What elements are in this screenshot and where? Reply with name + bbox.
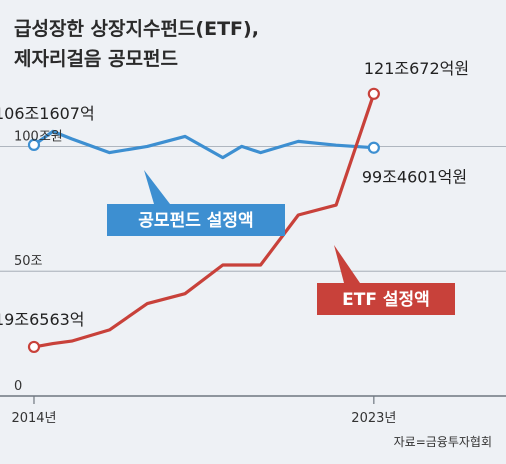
y-tick-label: 50조 — [14, 254, 43, 269]
source-note: 자료=금융투자협회 — [393, 435, 492, 449]
series-tag-fund-box — [107, 204, 285, 236]
series-end-point — [367, 87, 380, 100]
data-label-etf-start: 19조6563억 — [0, 310, 85, 329]
x-tick-label: 2014년 — [11, 411, 56, 426]
series-tag-fund-text: 공모펀드 설정액 — [138, 211, 253, 231]
data-label-etf-end: 121조672억원 — [364, 59, 469, 78]
series-start-point — [27, 340, 41, 354]
title-line-2: 제자리걸음 공모펀드 — [14, 48, 178, 70]
data-label-fund-end: 99조4601억원 — [362, 168, 467, 187]
title-line-1: 급성장한 상장지수펀드(ETF), — [14, 18, 259, 40]
data-label-fund-start: 106조1607억 — [0, 104, 95, 123]
series-line-1 — [32, 92, 376, 349]
series-tag-fund-pointer — [144, 170, 170, 204]
x-tick-label: 2023년 — [351, 411, 396, 426]
series-end-point — [367, 141, 380, 154]
series-start-point — [27, 138, 41, 152]
chart-title: 급성장한 상장지수펀드(ETF), 제자리걸음 공모펀드 — [14, 14, 259, 74]
series-tag-etf-text: ETF 설정액 — [342, 290, 430, 310]
y-tick-label: 0 — [14, 379, 22, 394]
series-tag-etf-pointer — [334, 245, 360, 283]
series-line-0 — [32, 129, 376, 160]
series-tag-etf-box — [317, 283, 455, 315]
y-tick-label: 100조원 — [14, 129, 63, 144]
